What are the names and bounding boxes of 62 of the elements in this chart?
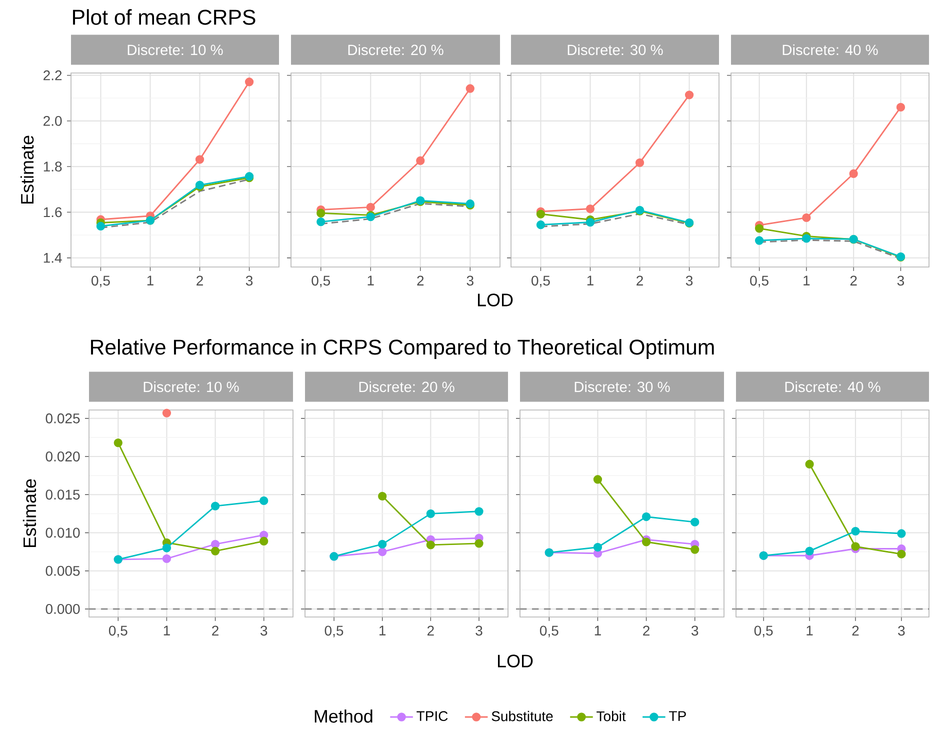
x-tick-label: 1 <box>806 626 813 636</box>
x-tick-label: 3 <box>898 626 905 636</box>
x-tick-label: 3 <box>897 276 904 286</box>
y-axis-title: Estimate <box>20 136 34 204</box>
chart-title: Discrete: 40 % <box>782 44 878 56</box>
legend-label: TPIC <box>416 711 448 722</box>
chart-title: Discrete: 20 % <box>359 381 454 392</box>
y-tick-label: 0.025 <box>46 413 80 424</box>
x-tick-label: 2 <box>417 276 424 286</box>
legend-label: TP <box>669 711 686 721</box>
x-tick-label: 1 <box>368 276 374 286</box>
x-tick-label: 3 <box>686 276 693 286</box>
chart-title: Discrete: 30 % <box>574 381 670 392</box>
x-tick-label: 3 <box>476 626 482 636</box>
chart-title: Discrete: 10 % <box>144 381 239 392</box>
x-tick-label: 0,5 <box>108 626 128 638</box>
text: Plot of mean CRPS <box>73 9 256 25</box>
x-tick-label: 0,5 <box>324 626 344 638</box>
x-tick-label: 2 <box>636 276 643 286</box>
chart-title: Discrete: 20 % <box>348 44 444 56</box>
x-axis-title: LOD <box>478 294 513 306</box>
x-tick-label: 1 <box>587 276 594 286</box>
x-tick-label: 2 <box>196 276 203 286</box>
x-tick-label: 2 <box>852 626 859 636</box>
x-tick-label: 0,5 <box>540 626 558 638</box>
x-tick-label: 3 <box>466 276 474 286</box>
x-tick-label: 3 <box>260 626 268 636</box>
x-tick-label: 3 <box>691 626 698 636</box>
text: Relative Performance in CRPS Compared to Theoretical Optimum <box>91 339 714 359</box>
x-tick-label: 0,5 <box>750 276 768 288</box>
y-tick-label: 1.6 <box>44 207 62 218</box>
y-tick-label: 2.0 <box>44 116 62 126</box>
x-tick-label: 0,5 <box>532 276 550 288</box>
x-tick-label: 1 <box>380 626 386 636</box>
x-tick-label: 0,5 <box>754 626 773 638</box>
x-tick-label: 1 <box>804 276 810 286</box>
x-tick-label: 2 <box>212 626 218 636</box>
y-axis-title: Estimate <box>22 479 36 548</box>
legend-label: Substitute <box>492 710 553 722</box>
x-tick-label: 2 <box>850 276 857 286</box>
y-tick-label: 0.005 <box>46 566 80 576</box>
y-tick-label: 0.020 <box>46 452 80 462</box>
x-tick-label: 0,5 <box>312 276 330 288</box>
y-tick-label: 1.4 <box>44 253 62 263</box>
x-tick-label: 1 <box>164 626 170 636</box>
x-tick-label: 3 <box>246 276 253 286</box>
y-tick-label: 0.015 <box>46 490 80 500</box>
x-tick-label: 2 <box>427 626 434 636</box>
y-tick-label: 2.2 <box>44 70 62 80</box>
chart-title: Discrete: 30 % <box>568 44 663 56</box>
x-tick-label: 0,5 <box>92 276 110 288</box>
y-tick-label: 1.8 <box>44 162 62 172</box>
chart-title: Discrete: 40 % <box>785 381 880 392</box>
legend-title: Method <box>314 709 372 723</box>
x-tick-label: 2 <box>643 626 650 636</box>
x-tick-label: 1 <box>594 626 601 636</box>
y-tick-label: 0.000 <box>46 604 80 614</box>
chart-title: Discrete: 10 % <box>128 44 223 56</box>
x-axis-title: LOD <box>498 654 533 668</box>
y-tick-label: 0.010 <box>46 528 80 538</box>
x-tick-label: 1 <box>147 276 154 286</box>
legend-label: Tobit <box>596 710 626 722</box>
